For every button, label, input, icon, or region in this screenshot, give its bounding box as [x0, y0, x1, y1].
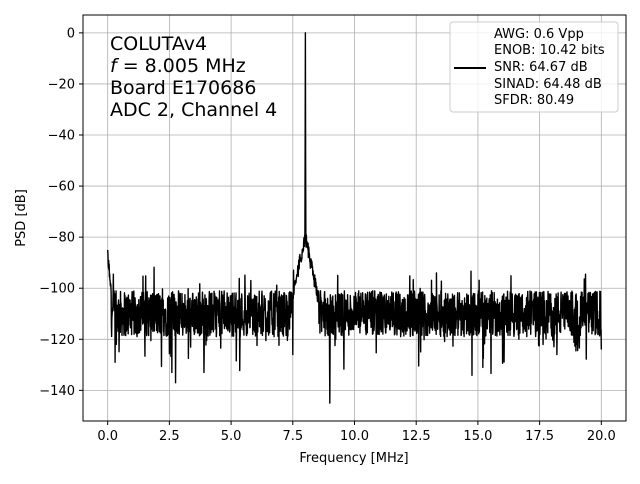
legend-line-4: SINAD: 64.48 dB	[494, 77, 602, 92]
annotation-f-symbol: f	[110, 55, 120, 77]
y-ticks: 0 −20 −40 −60 −80 −100 −120 −140	[39, 26, 83, 399]
x-tick-label: 12.5	[402, 429, 431, 444]
x-tick-label: 2.5	[159, 429, 180, 444]
x-tick-label: 10.0	[340, 429, 369, 444]
y-tick-label: −20	[48, 77, 75, 92]
legend: AWG: 0.6 Vpp ENOB: 10.42 bits SNR: 64.67…	[449, 21, 619, 113]
annotation-line-1: COLUTAv4	[110, 33, 207, 55]
x-tick-label: 0.0	[97, 429, 118, 444]
annotation-line-2: f = 8.005 MHz	[110, 55, 246, 77]
x-tick-label: 15.0	[463, 429, 492, 444]
y-tick-label: 0	[67, 26, 75, 41]
series-layer	[106, 32, 603, 404]
legend-line-1: AWG: 0.6 Vpp	[494, 27, 584, 42]
y-tick-label: −60	[48, 180, 75, 195]
y-axis-label: PSD [dB]	[14, 189, 29, 247]
x-tick-label: 7.5	[282, 429, 303, 444]
x-tick-label: 5.0	[221, 429, 242, 444]
annotation-frequency: = 8.005 MHz	[123, 55, 246, 77]
x-tick-label: 17.5	[525, 429, 554, 444]
annotation-line-4: ADC 2, Channel 4	[110, 99, 277, 121]
y-tick-label: −80	[48, 231, 75, 246]
legend-line-5: SFDR: 80.49	[494, 93, 574, 108]
annotation-block: COLUTAv4 f = 8.005 MHz Board E170686 ADC …	[110, 33, 277, 121]
y-tick-label: −100	[39, 282, 75, 297]
legend-box	[449, 21, 619, 113]
x-ticks: 0.0 2.5 5.0 7.5 10.0 12.5 15.0 17.5 20.0	[97, 421, 616, 444]
y-tick-label: −40	[48, 129, 75, 144]
psd-series-line	[106, 32, 603, 404]
x-tick-label: 20.0	[587, 429, 616, 444]
legend-line-2: ENOB: 10.42 bits	[494, 43, 605, 58]
y-tick-label: −140	[39, 384, 75, 399]
annotation-line-3: Board E170686	[110, 77, 256, 99]
legend-line-3: SNR: 64.67 dB	[494, 60, 588, 75]
x-axis-label: Frequency [MHz]	[299, 451, 408, 466]
y-tick-label: −120	[39, 333, 75, 348]
